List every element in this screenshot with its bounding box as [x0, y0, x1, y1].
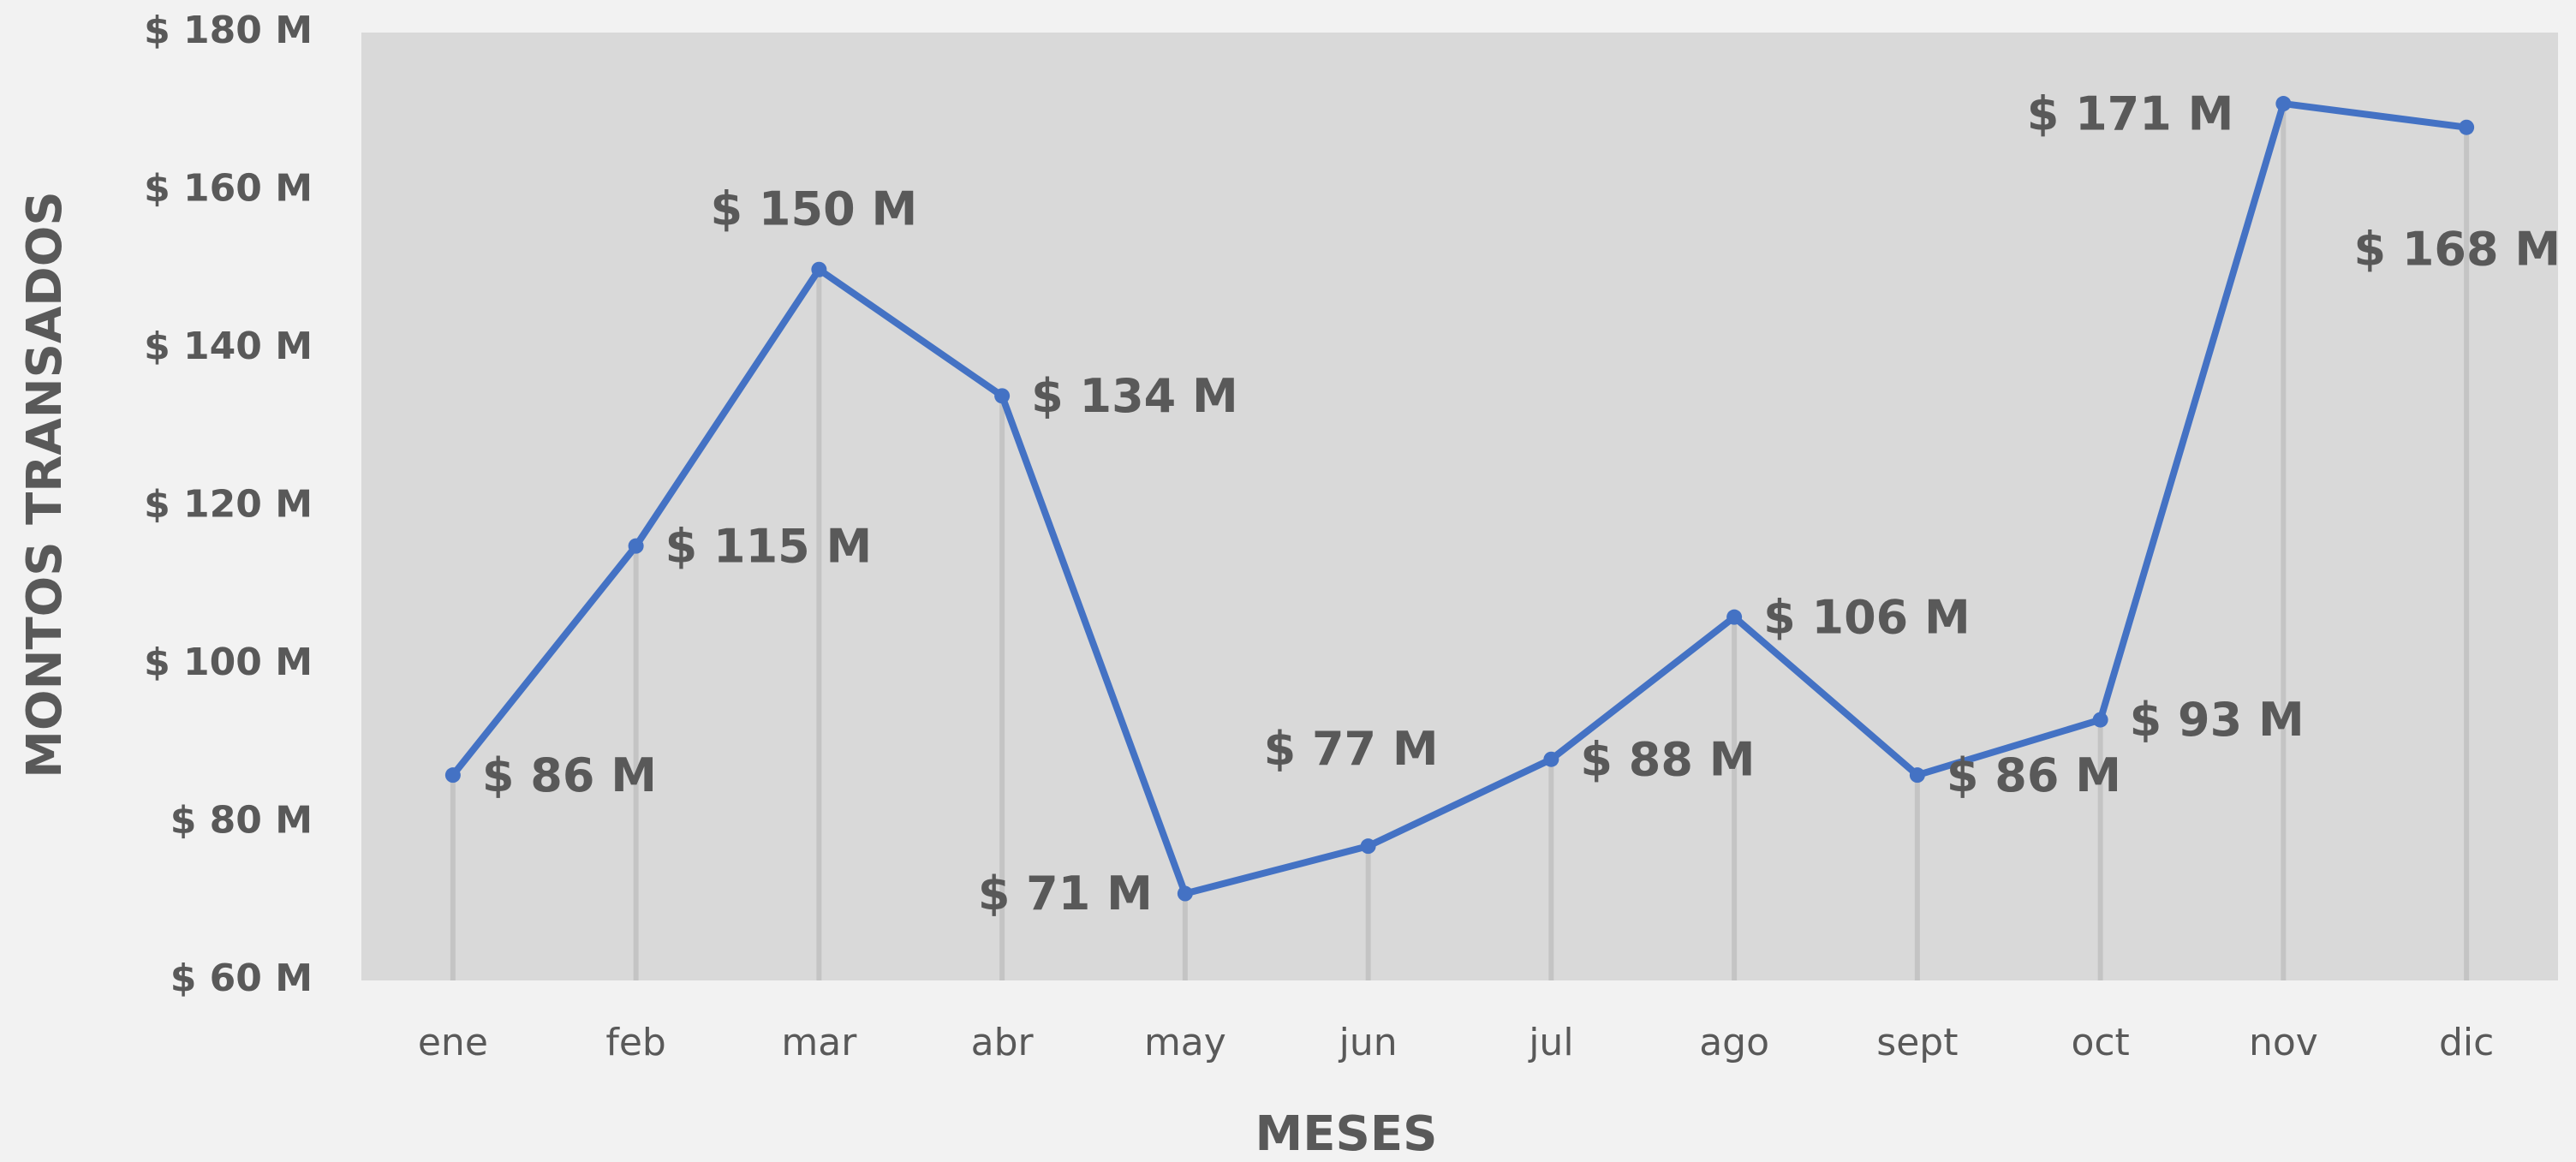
y-tick-label: $ 120 M: [144, 483, 313, 527]
y-tick-label: $ 60 M: [170, 956, 313, 1000]
data-label: $ 86 M: [482, 748, 657, 802]
plot-area: [361, 33, 2558, 980]
x-axis-title: MESES: [1255, 1106, 1438, 1162]
point: [811, 261, 827, 277]
y-tick-label: $ 80 M: [170, 799, 313, 843]
point: [1360, 838, 1376, 855]
data-label: $ 168 M: [2353, 222, 2561, 276]
y-tick-label: $ 180 M: [144, 9, 313, 52]
x-tick-label: nov: [2249, 1021, 2318, 1064]
x-tick-label: jun: [1339, 1021, 1398, 1064]
point: [1543, 751, 1559, 767]
point: [2275, 96, 2292, 112]
x-tick-label: abr: [971, 1021, 1035, 1064]
x-tick-label: oct: [2071, 1021, 2129, 1064]
x-tick-label: feb: [605, 1021, 666, 1064]
x-tick-label: may: [1144, 1021, 1226, 1064]
data-label: $ 115 M: [665, 519, 873, 573]
data-label: $ 150 M: [711, 182, 918, 235]
x-tick-label: dic: [2439, 1021, 2494, 1064]
point: [994, 388, 1011, 404]
data-label: $ 86 M: [1947, 748, 2121, 802]
x-tick-label: mar: [781, 1021, 857, 1064]
series-line: [450, 100, 2467, 897]
data-label: $ 171 M: [2027, 87, 2234, 141]
y-axis-title: MONTOS TRANSADOS: [17, 191, 73, 778]
point: [1726, 609, 1743, 625]
x-tick-label: sept: [1876, 1021, 1958, 1064]
data-label: $ 134 M: [1031, 369, 1238, 423]
point: [444, 767, 461, 784]
data-label: $ 88 M: [1580, 732, 1755, 786]
x-tick-label: ene: [418, 1021, 488, 1064]
data-label: $ 71 M: [978, 867, 1153, 921]
data-label: $ 106 M: [1763, 590, 1971, 644]
point: [2459, 119, 2475, 135]
y-tick-label: $ 140 M: [144, 325, 313, 368]
y-tick-label: $ 160 M: [144, 167, 313, 211]
point: [2092, 712, 2108, 728]
x-tick-label: ago: [1699, 1021, 1769, 1064]
point: [628, 538, 644, 554]
x-tick-label: jul: [1528, 1021, 1573, 1064]
point: [1177, 885, 1193, 902]
point: [1909, 767, 1925, 784]
y-tick-label: $ 100 M: [144, 641, 313, 684]
data-label: $ 77 M: [1264, 722, 1439, 776]
data-label: $ 93 M: [2130, 693, 2305, 747]
